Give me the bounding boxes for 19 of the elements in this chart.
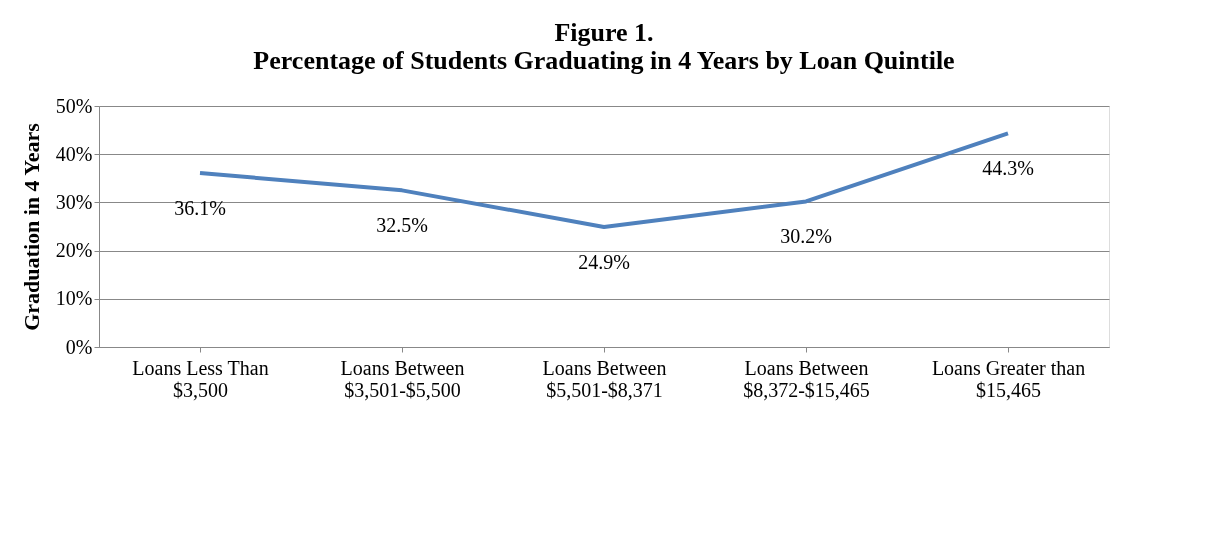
- data-label: 32.5%: [376, 214, 428, 237]
- x-tick-label: Loans Between $3,501-$5,500: [340, 356, 465, 401]
- x-tick-label: Loans Between $5,501-$8,371: [542, 356, 667, 401]
- data-label: 44.3%: [982, 157, 1034, 180]
- y-tick-label: 50%: [55, 94, 93, 117]
- data-label: 30.2%: [780, 225, 832, 248]
- x-tick-label: Loans Greater than $15,465: [931, 356, 1086, 401]
- data-label: 24.9%: [578, 250, 630, 273]
- y-tick-label: 40%: [55, 142, 93, 165]
- y-tick-label: 10%: [55, 287, 93, 310]
- y-tick-label: 0%: [65, 335, 93, 358]
- data-label: 36.1%: [174, 197, 226, 219]
- y-tick-label: 30%: [55, 190, 93, 213]
- y-tick-label: 20%: [55, 239, 93, 262]
- text: Figure 1.: [554, 18, 654, 47]
- x-tick-label: Loans Less Than $3,500: [132, 356, 269, 401]
- text: Percentage of Students Graduating in 4 Years by Loan Quintile: [253, 46, 955, 75]
- y-axis-title: Graduation in 4 Years: [18, 122, 44, 331]
- x-tick-label: Loans Between $8,372-$15,465: [743, 356, 870, 401]
